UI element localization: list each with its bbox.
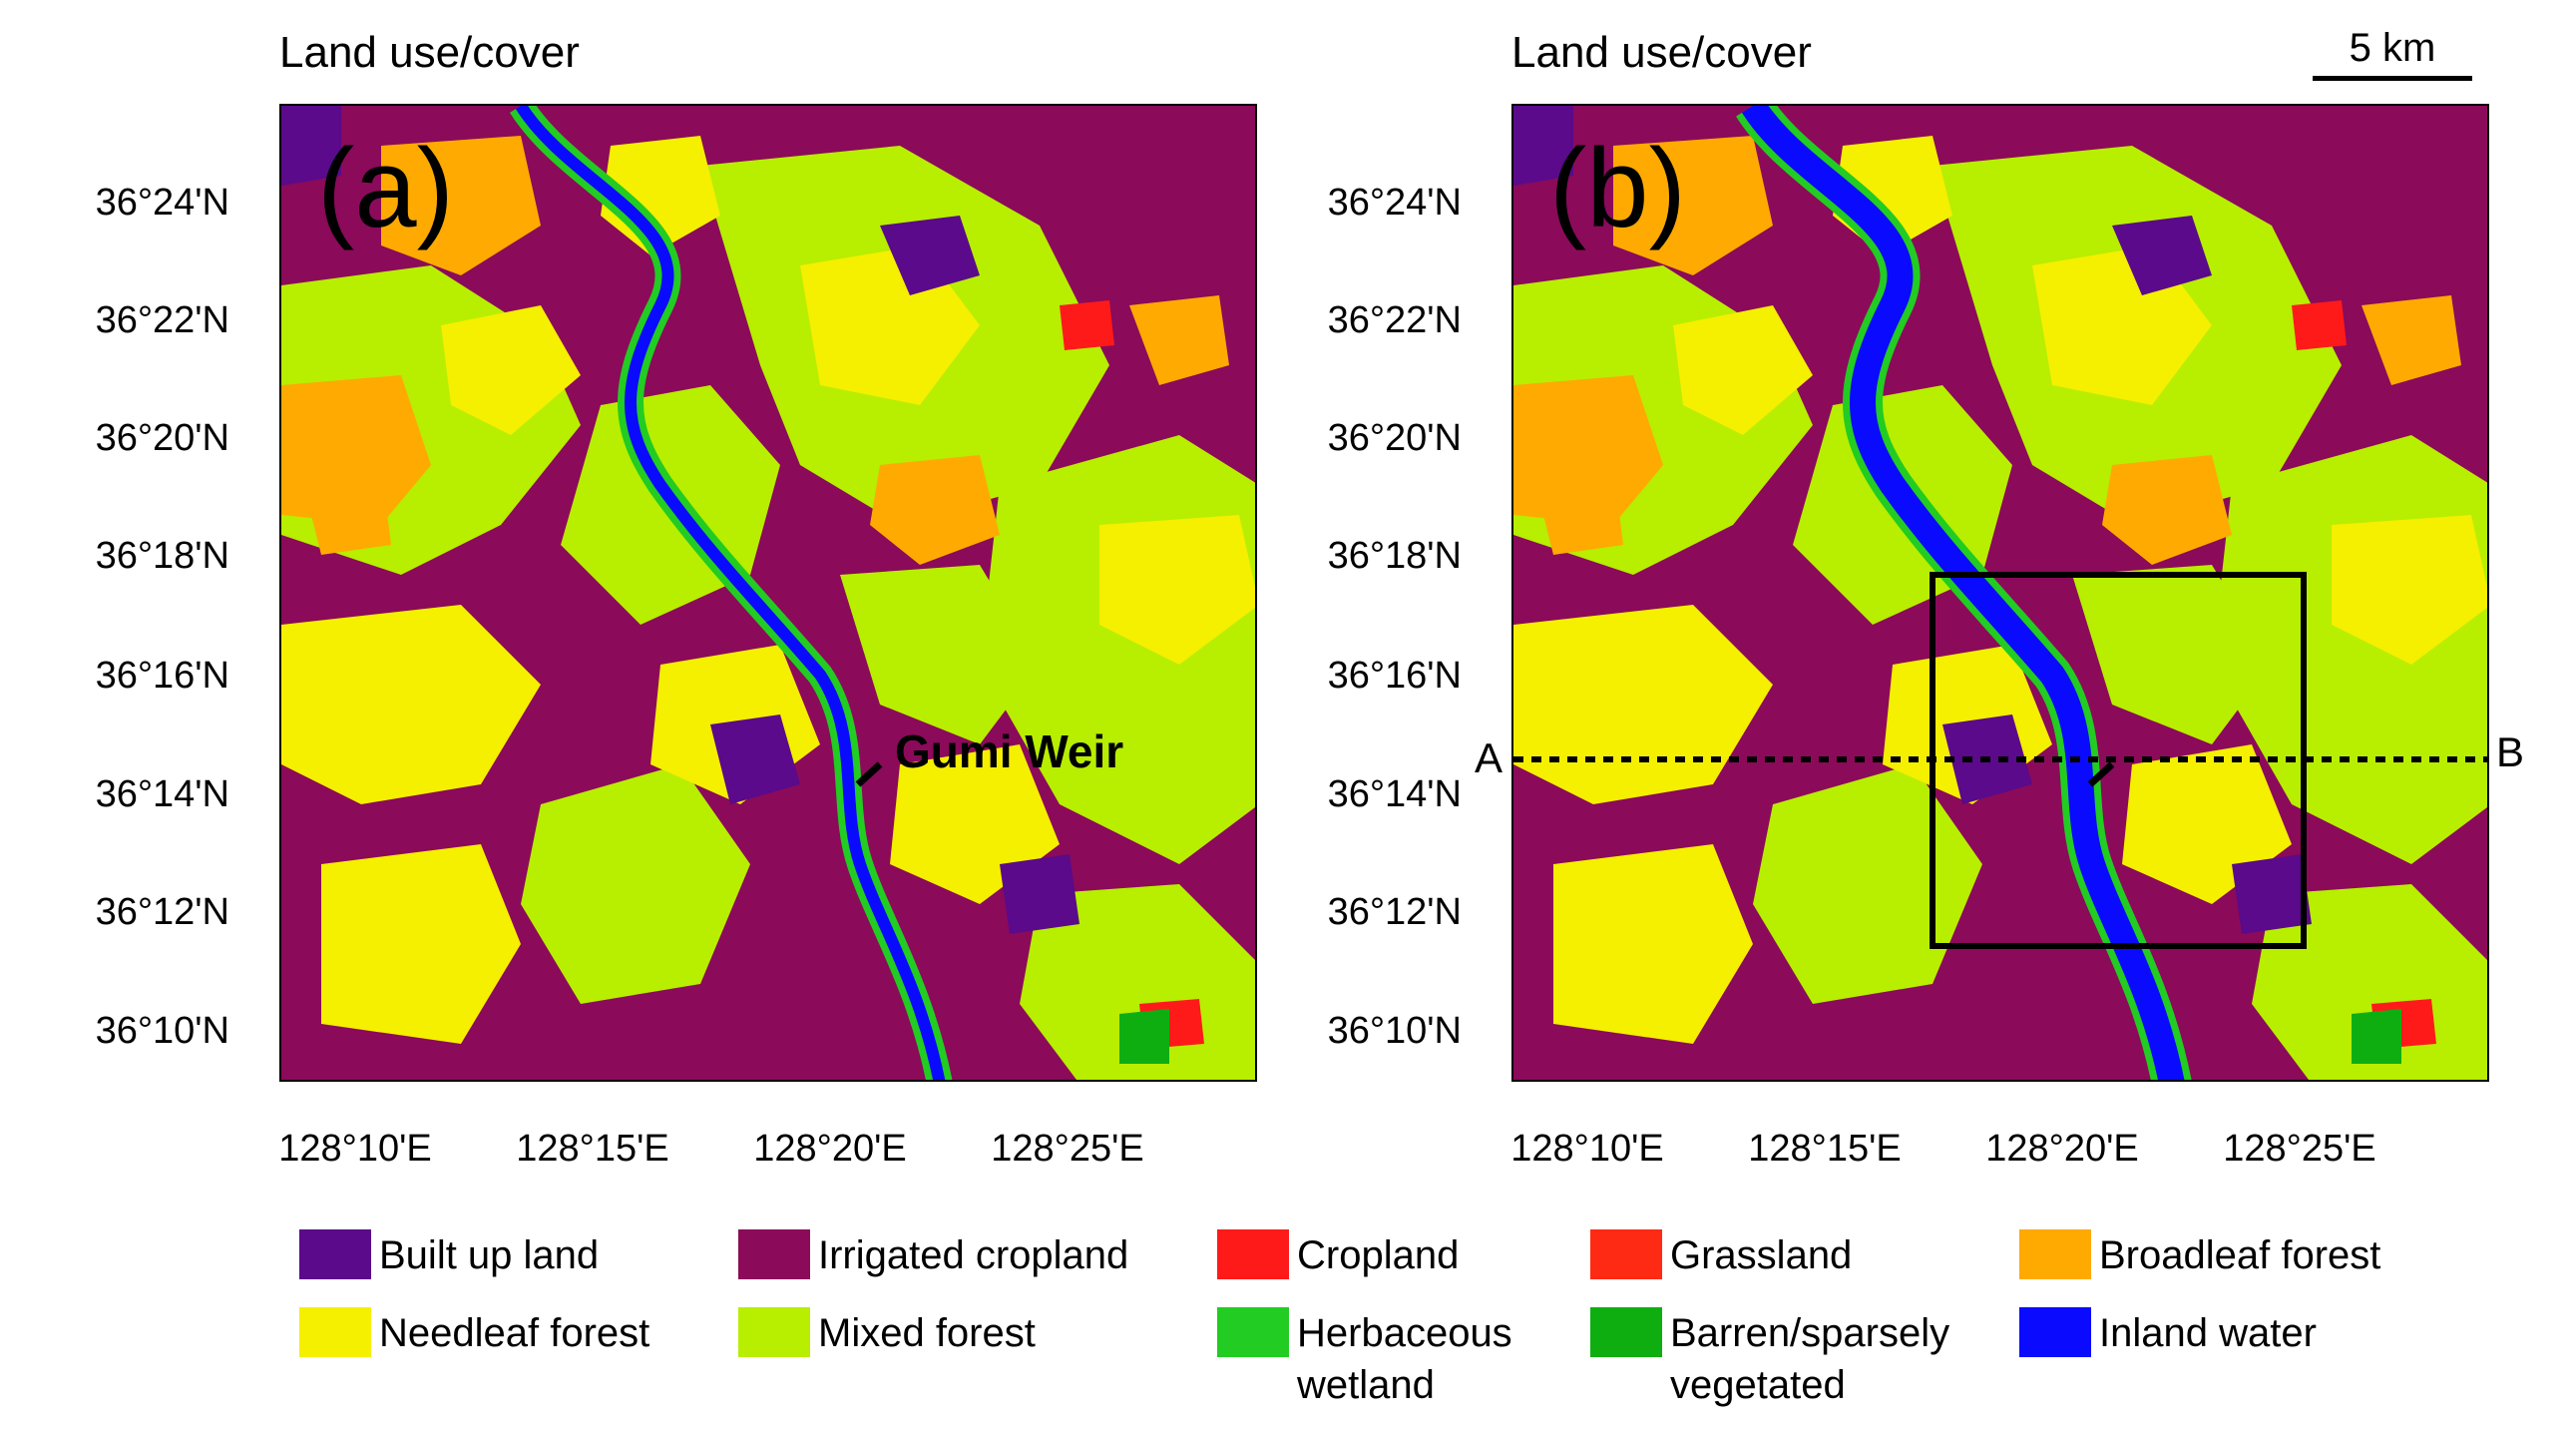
legend-swatch bbox=[738, 1307, 810, 1357]
legend-label: Broadleaf forest bbox=[2099, 1233, 2381, 1277]
legend-label: Grassland bbox=[1670, 1233, 1853, 1277]
weir-label: Gumi Weir bbox=[895, 725, 1124, 777]
legend-label: Barren/sparsely vegetated bbox=[1670, 1311, 1950, 1407]
lon-label-b-2: 128°15'E bbox=[1748, 1128, 1902, 1170]
lon-label-b-3: 128°20'E bbox=[1985, 1128, 2139, 1170]
lon-label-b-4: 128°25'E bbox=[2223, 1128, 2376, 1170]
lat-label-a-6: 36°14'N bbox=[95, 773, 229, 815]
lat-label-a-2: 36°22'N bbox=[95, 299, 229, 341]
legend-swatch bbox=[738, 1229, 810, 1279]
panel-b-title: Land use/cover bbox=[1511, 28, 1812, 77]
legend-swatch bbox=[2019, 1229, 2091, 1279]
map-panel-b: (b) bbox=[1511, 104, 2489, 1082]
lat-label-a-5: 36°16'N bbox=[95, 655, 229, 697]
legend-label: Cropland bbox=[1297, 1233, 1460, 1277]
legend-swatch bbox=[1590, 1307, 1662, 1357]
lat-label-a-7: 36°12'N bbox=[95, 891, 229, 933]
legend-item-built-up-land: Built up land bbox=[299, 1229, 599, 1281]
lat-label-a-3: 36°20'N bbox=[95, 417, 229, 459]
legend-swatch bbox=[1217, 1229, 1289, 1279]
lat-label-a-8: 36°10'N bbox=[95, 1010, 229, 1052]
legend-swatch bbox=[1217, 1307, 1289, 1357]
lon-label-b-1: 128°10'E bbox=[1510, 1128, 1664, 1170]
legend-item-herbaceous-wetland: Herbaceous wetland bbox=[1217, 1307, 1556, 1411]
legend-item-mixed-forest: Mixed forest bbox=[738, 1307, 1036, 1359]
lon-label-a-3: 128°20'E bbox=[753, 1128, 907, 1170]
lat-label-a-1: 36°24'N bbox=[95, 182, 229, 224]
legend-swatch bbox=[299, 1307, 371, 1357]
lat-label-b-2: 36°22'N bbox=[1327, 299, 1462, 341]
lat-label-b-5: 36°16'N bbox=[1327, 655, 1462, 697]
lat-label-b-7: 36°12'N bbox=[1327, 891, 1462, 933]
legend-item-grassland: Grassland bbox=[1590, 1229, 1852, 1281]
legend-item-needleaf-forest: Needleaf forest bbox=[299, 1307, 649, 1359]
lon-label-a-1: 128°10'E bbox=[278, 1128, 432, 1170]
section-label-b: B bbox=[2496, 728, 2525, 775]
panel-a-title: Land use/cover bbox=[279, 28, 580, 77]
legend-label: Irrigated cropland bbox=[818, 1233, 1129, 1277]
lat-label-b-3: 36°20'N bbox=[1327, 417, 1462, 459]
panel-b-letter: (b) bbox=[1549, 126, 1686, 250]
lat-label-b-8: 36°10'N bbox=[1327, 1010, 1462, 1052]
lat-label-b-1: 36°24'N bbox=[1327, 182, 1462, 224]
lat-label-b-6: 36°14'N bbox=[1327, 773, 1462, 815]
legend-label: Built up land bbox=[379, 1233, 600, 1277]
land-cover-map-b bbox=[1513, 106, 2487, 1080]
legend-item-irrigated-cropland: Irrigated cropland bbox=[738, 1229, 1128, 1281]
section-label-a: A bbox=[1475, 734, 1503, 781]
legend-label: Herbaceous wetland bbox=[1297, 1311, 1512, 1407]
legend-item-broadleaf-forest: Broadleaf forest bbox=[2019, 1229, 2380, 1281]
scale-bar-line bbox=[2313, 76, 2472, 81]
legend-label: Needleaf forest bbox=[379, 1311, 650, 1355]
scale-bar: 5 km bbox=[2313, 26, 2472, 86]
map-panel-a: (a) Gumi Weir bbox=[279, 104, 1257, 1082]
land-cover-map-a bbox=[281, 106, 1255, 1080]
legend-label: Inland water bbox=[2099, 1311, 2317, 1355]
lon-label-a-4: 128°25'E bbox=[991, 1128, 1144, 1170]
legend-swatch bbox=[1590, 1229, 1662, 1279]
lat-label-b-4: 36°18'N bbox=[1327, 535, 1462, 577]
scale-bar-label: 5 km bbox=[2349, 26, 2436, 70]
lon-label-a-2: 128°15'E bbox=[516, 1128, 669, 1170]
legend-swatch bbox=[2019, 1307, 2091, 1357]
legend-label: Mixed forest bbox=[818, 1311, 1036, 1355]
panel-a-letter: (a) bbox=[317, 126, 454, 250]
legend-swatch bbox=[299, 1229, 371, 1279]
legend-item-inland-water: Inland water bbox=[2019, 1307, 2317, 1359]
legend-item-barren: Barren/sparsely vegetated bbox=[1590, 1307, 1989, 1411]
lat-label-a-4: 36°18'N bbox=[95, 535, 229, 577]
legend-item-cropland: Cropland bbox=[1217, 1229, 1459, 1281]
